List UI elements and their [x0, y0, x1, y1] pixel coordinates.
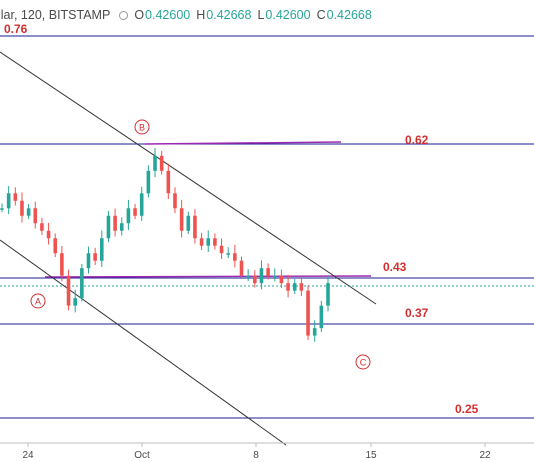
candle-body	[146, 170, 151, 194]
candle-body	[159, 155, 164, 171]
high-value: 0.42668	[206, 8, 252, 22]
candle-body	[20, 200, 24, 216]
candle-body	[186, 215, 191, 231]
open-key: O	[134, 8, 145, 22]
candle-body	[126, 208, 131, 224]
wave-label: A	[35, 297, 41, 307]
candle-body	[312, 328, 317, 336]
candle-body	[319, 305, 324, 329]
candle-body	[119, 223, 124, 231]
x-tick-label: 24	[22, 450, 34, 461]
symbol-label: llar, 120, BITSTAMP	[0, 8, 111, 22]
candle-body	[13, 193, 18, 201]
candle-body	[153, 155, 157, 171]
visibility-toggle-icon[interactable]	[119, 10, 129, 20]
level-label: 0.25	[455, 402, 479, 416]
level-label: 0.76	[4, 22, 28, 36]
candle-body	[213, 238, 217, 246]
candle-body	[299, 283, 304, 291]
candle-body	[40, 223, 44, 231]
level-label: 0.37	[405, 306, 429, 320]
candle-body	[0, 208, 4, 210]
resistance-line	[144, 141, 342, 145]
close-value: 0.42668	[326, 8, 372, 22]
channel-lower-line	[0, 239, 287, 446]
candle-body	[219, 245, 224, 254]
candle-body	[246, 275, 250, 278]
x-tick-label: 15	[365, 450, 377, 461]
candle-body	[6, 193, 11, 209]
wave-label: C	[360, 358, 367, 368]
level-label: 0.43	[383, 260, 407, 274]
x-tick-label: 22	[479, 450, 491, 461]
candle-body	[46, 230, 51, 239]
candle-body	[86, 253, 91, 269]
wave-label-circle	[355, 354, 371, 370]
x-tick-label: Oct	[134, 450, 150, 461]
close-key: C	[316, 8, 326, 22]
candle-body	[259, 268, 264, 284]
candle-body	[292, 283, 297, 291]
low-value: 0.42600	[265, 8, 311, 22]
candle-body	[99, 238, 104, 261]
support-line	[44, 275, 372, 278]
candle-body	[139, 193, 144, 216]
wave-label-circle	[30, 293, 46, 309]
candle-body	[233, 253, 237, 261]
candle-body	[73, 298, 77, 306]
candle-body	[80, 268, 84, 299]
candle-body	[60, 253, 64, 276]
candle-body	[253, 275, 257, 284]
candle-body	[206, 238, 211, 246]
candle-body	[326, 283, 330, 306]
candle-body	[33, 208, 38, 224]
candle-body	[286, 283, 290, 291]
candle-body	[166, 170, 171, 194]
candle-body	[93, 253, 97, 261]
candle-body	[199, 238, 204, 246]
candle-body	[106, 215, 111, 239]
wave-label-circle	[134, 119, 150, 135]
low-key: L	[257, 8, 265, 22]
candle-body	[133, 208, 137, 216]
open-value: 0.42600	[145, 8, 191, 22]
channel-upper-line	[0, 51, 377, 305]
high-key: H	[196, 8, 206, 22]
candle-body	[26, 208, 31, 216]
wave-label: B	[139, 123, 145, 133]
candle-body	[113, 215, 117, 231]
candle-body	[272, 275, 277, 278]
candle-body	[239, 260, 244, 276]
candle-body	[306, 290, 310, 336]
candle-body	[279, 275, 284, 284]
candle-body	[193, 215, 197, 239]
candle-body	[226, 253, 231, 255]
candle-body	[66, 275, 71, 306]
level-label: 0.62	[405, 133, 429, 147]
candle-body	[179, 208, 184, 231]
candle-body	[266, 268, 270, 276]
candle-body	[173, 193, 177, 209]
candle-body	[53, 238, 58, 254]
x-tick-label: 8	[253, 450, 259, 461]
